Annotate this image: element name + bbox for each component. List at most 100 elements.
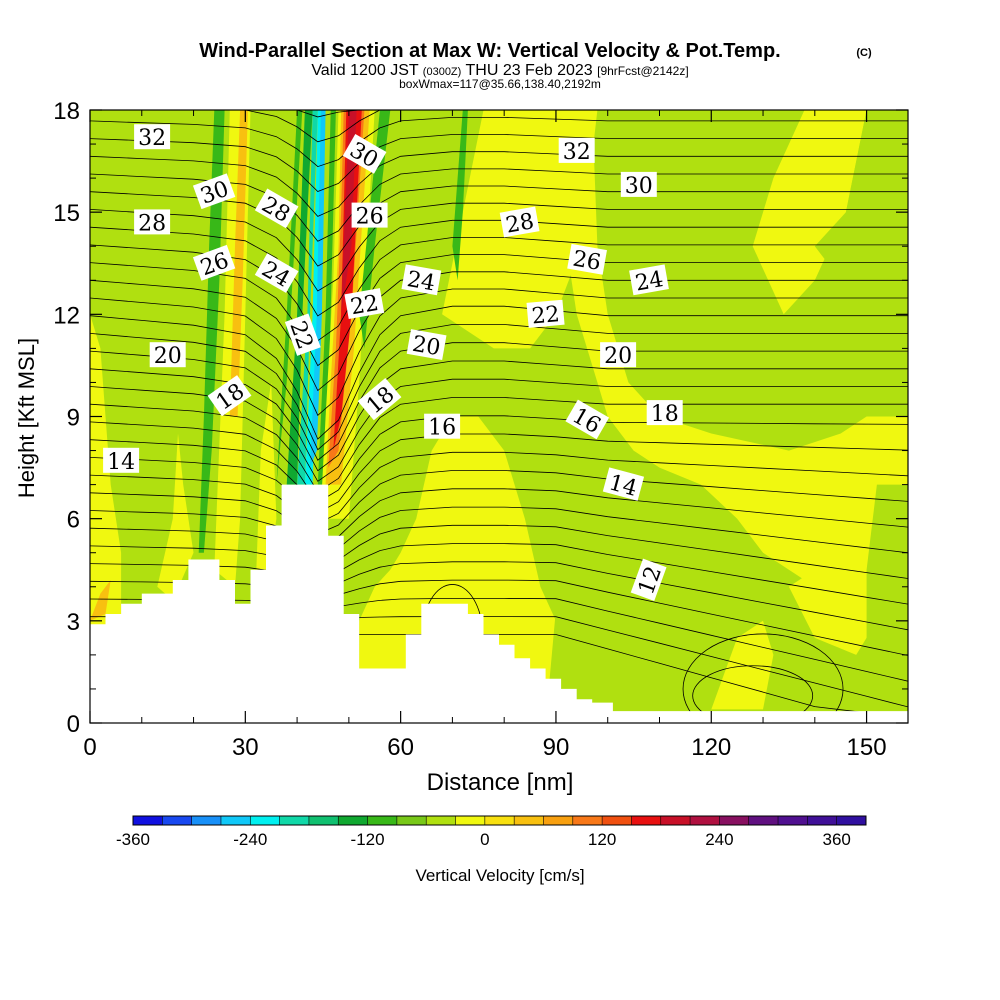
theta-contour-line <box>90 378 908 482</box>
theta-contour-label: 12 <box>630 558 667 602</box>
colorbar-swatch <box>719 816 749 825</box>
colorbar: -360 -240 -120 0 120 240 360 <box>116 815 867 849</box>
theta-contour-label: 32 <box>134 124 171 151</box>
colorbar-tick-label: -120 <box>351 830 385 849</box>
theta-contour-labels: 3230282620181428242230262218242016283230… <box>103 124 683 602</box>
colorbar-label: Vertical Velocity [cm/s] <box>415 866 584 885</box>
colorbar-swatch <box>484 816 515 825</box>
x-tick-label: 150 <box>847 734 887 761</box>
colorbar-swatch <box>220 816 251 825</box>
transition-green <box>317 110 336 485</box>
svg-text:22: 22 <box>531 302 561 329</box>
svg-text:28: 28 <box>138 211 166 236</box>
subtitle-valid: Valid 1200 JST <box>311 62 419 79</box>
theta-contour-label: 24 <box>401 264 442 297</box>
colorbar-swatch <box>660 816 691 825</box>
colorbar-swatch <box>338 816 368 825</box>
theta-contour-label: 28 <box>499 206 540 239</box>
theta-contour-line <box>90 168 908 242</box>
green-mid-tongue <box>545 416 608 723</box>
colorbar-tick-label: 120 <box>588 830 616 849</box>
copyright-mark: (C) <box>856 47 872 59</box>
theta-contour-label: 22 <box>284 313 321 356</box>
svg-text:30: 30 <box>625 174 653 199</box>
theta-contour-label: 14 <box>103 447 140 475</box>
x-tick-label: 90 <box>543 734 570 761</box>
green-upper-right <box>814 110 908 315</box>
svg-text:24: 24 <box>633 267 665 296</box>
subtitle-fcst: [9hrFcst@2142z] <box>597 64 689 78</box>
theta-contour-line <box>90 151 908 217</box>
theta-contour-line <box>90 202 908 292</box>
colorbar-swatch <box>396 816 427 825</box>
theta-contour-label: 22 <box>344 288 385 320</box>
chart-subtitle: Valid 1200 JST (0300Z) THU 23 Feb 2023 [… <box>311 62 688 79</box>
colorbar-swatch <box>367 816 397 825</box>
yellow-upper-right <box>752 110 867 315</box>
svg-text:32: 32 <box>138 126 166 151</box>
downdraft-green-b <box>276 110 303 485</box>
y-tick-label: 15 <box>53 200 80 227</box>
downdraft-green-d <box>359 110 391 349</box>
theta-contour-line <box>90 342 908 461</box>
y-tick-label: 12 <box>53 302 80 329</box>
yellow-right-low <box>711 620 774 710</box>
theta-contour-label: 18 <box>207 375 252 417</box>
theta-contour-label: 26 <box>351 202 388 230</box>
colorbar-swatch <box>426 816 456 825</box>
subtitle-utc: (0300Z) <box>423 66 462 78</box>
theta-contour-line <box>90 415 908 503</box>
x-axis: 0 30 60 90 120 150 <box>83 110 887 761</box>
y-tick-label: 0 <box>67 711 80 738</box>
colorbar-swatch <box>572 816 603 825</box>
colorbar-swatch <box>543 816 573 825</box>
colorbar-swatch <box>308 816 339 825</box>
x-tick-label: 60 <box>387 734 414 761</box>
theta-contour-line <box>90 543 908 605</box>
svg-text:20: 20 <box>604 344 632 369</box>
theta-contour-line <box>90 360 908 472</box>
theta-contour-line <box>90 561 908 631</box>
y-axis-label: Height [Kft MSL] <box>14 338 39 498</box>
colorbar-tick-label: 240 <box>705 830 733 849</box>
colorbar-swatch <box>162 816 192 825</box>
updraft-band-orange-b <box>229 110 248 417</box>
theta-contours <box>90 110 908 723</box>
chart-subtitle-2: boxWmax=117@35.66,138.40,2192m <box>399 77 601 91</box>
theta-contour-line <box>90 397 908 493</box>
chart-title: Wind-Parallel Section at Max W: Vertical… <box>199 40 780 62</box>
colorbar-tick-label: 0 <box>480 830 489 849</box>
theta-contour-line <box>90 305 908 440</box>
updraft-band-yellow-a <box>157 433 194 601</box>
downdraft-cyan <box>304 110 323 485</box>
svg-text:14: 14 <box>107 450 135 475</box>
colorbar-swatch <box>690 816 720 825</box>
svg-text:22: 22 <box>349 291 381 320</box>
svg-text:18: 18 <box>651 402 679 427</box>
theta-contour-line <box>90 288 908 416</box>
theta-contour-line <box>90 524 908 579</box>
x-axis-label: Distance [nm] <box>427 769 574 796</box>
colorbar-swatch <box>836 816 866 825</box>
theta-contour-line <box>90 237 908 342</box>
y-tick-label: 6 <box>67 507 80 534</box>
colorbar-swatch <box>514 816 544 825</box>
svg-text:20: 20 <box>154 344 182 369</box>
theta-contour-line <box>90 254 908 367</box>
colorbar-swatch <box>279 816 309 825</box>
theta-contour-line <box>90 470 908 535</box>
theta-contour-label: 18 <box>646 400 683 427</box>
colorbar-swatch <box>631 816 661 825</box>
theta-contour-label: 22 <box>526 299 565 329</box>
colorbar-swatch <box>455 816 485 825</box>
x-tick-label: 120 <box>691 734 731 761</box>
colorbar-swatch <box>602 816 632 825</box>
theta-contour-line <box>90 324 908 451</box>
y-tick-label: 18 <box>53 98 80 125</box>
theta-contour-line <box>90 110 908 143</box>
colorbar-swatch <box>191 816 221 825</box>
theta-contour-label: 16 <box>424 413 461 441</box>
yellow-right-tail <box>788 552 877 655</box>
theta-contour-line <box>90 451 908 524</box>
